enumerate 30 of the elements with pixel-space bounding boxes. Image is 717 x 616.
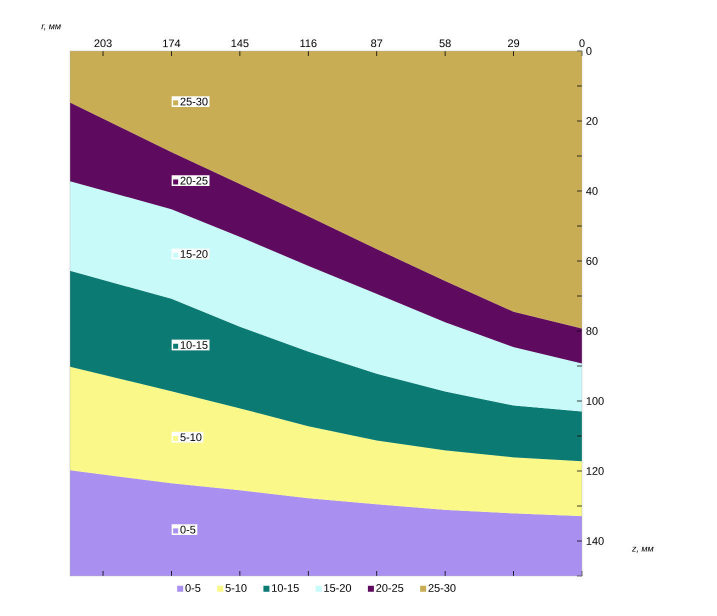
y-tick-label: 0 <box>586 47 592 55</box>
y-tick-label: 120 <box>586 467 604 475</box>
x-tick-label: 203 <box>94 39 112 48</box>
x-axis-title: z, мм <box>632 546 654 553</box>
text: 25-30 <box>428 584 456 592</box>
y-tick-label: 80 <box>586 327 598 335</box>
y-tick-label: 60 <box>586 257 598 265</box>
x-tick-label: 145 <box>232 40 249 48</box>
x-tick-label: 29 <box>508 39 520 48</box>
legend-label: 0-5 <box>180 526 196 534</box>
x-tick-label: 0 <box>579 39 585 48</box>
x-tick-label: 174 <box>163 40 180 48</box>
x-tick-label: 87 <box>371 39 382 48</box>
x-tick-label: 58 <box>439 39 451 48</box>
y-tick-label: 40 <box>586 187 598 195</box>
text: 10-15 <box>272 584 299 592</box>
legend-label: 15-20 <box>180 250 208 258</box>
legend-label: 25-30 <box>180 98 208 106</box>
text: 0-5 <box>185 584 200 592</box>
y-tick-label: 140 <box>586 537 604 545</box>
legend-label: 20-25 <box>180 176 208 185</box>
text: 20-25 <box>376 584 404 592</box>
legend-label: 5-10 <box>180 433 202 442</box>
y-tick-label: 100 <box>586 397 604 405</box>
y-axis-title: r, мм <box>41 24 61 30</box>
text: 5-10 <box>226 584 247 592</box>
legend-label: 10-15 <box>180 341 208 349</box>
text: 15-20 <box>324 584 352 592</box>
y-tick-label: 20 <box>586 117 598 125</box>
x-tick-label: 116 <box>300 39 317 48</box>
